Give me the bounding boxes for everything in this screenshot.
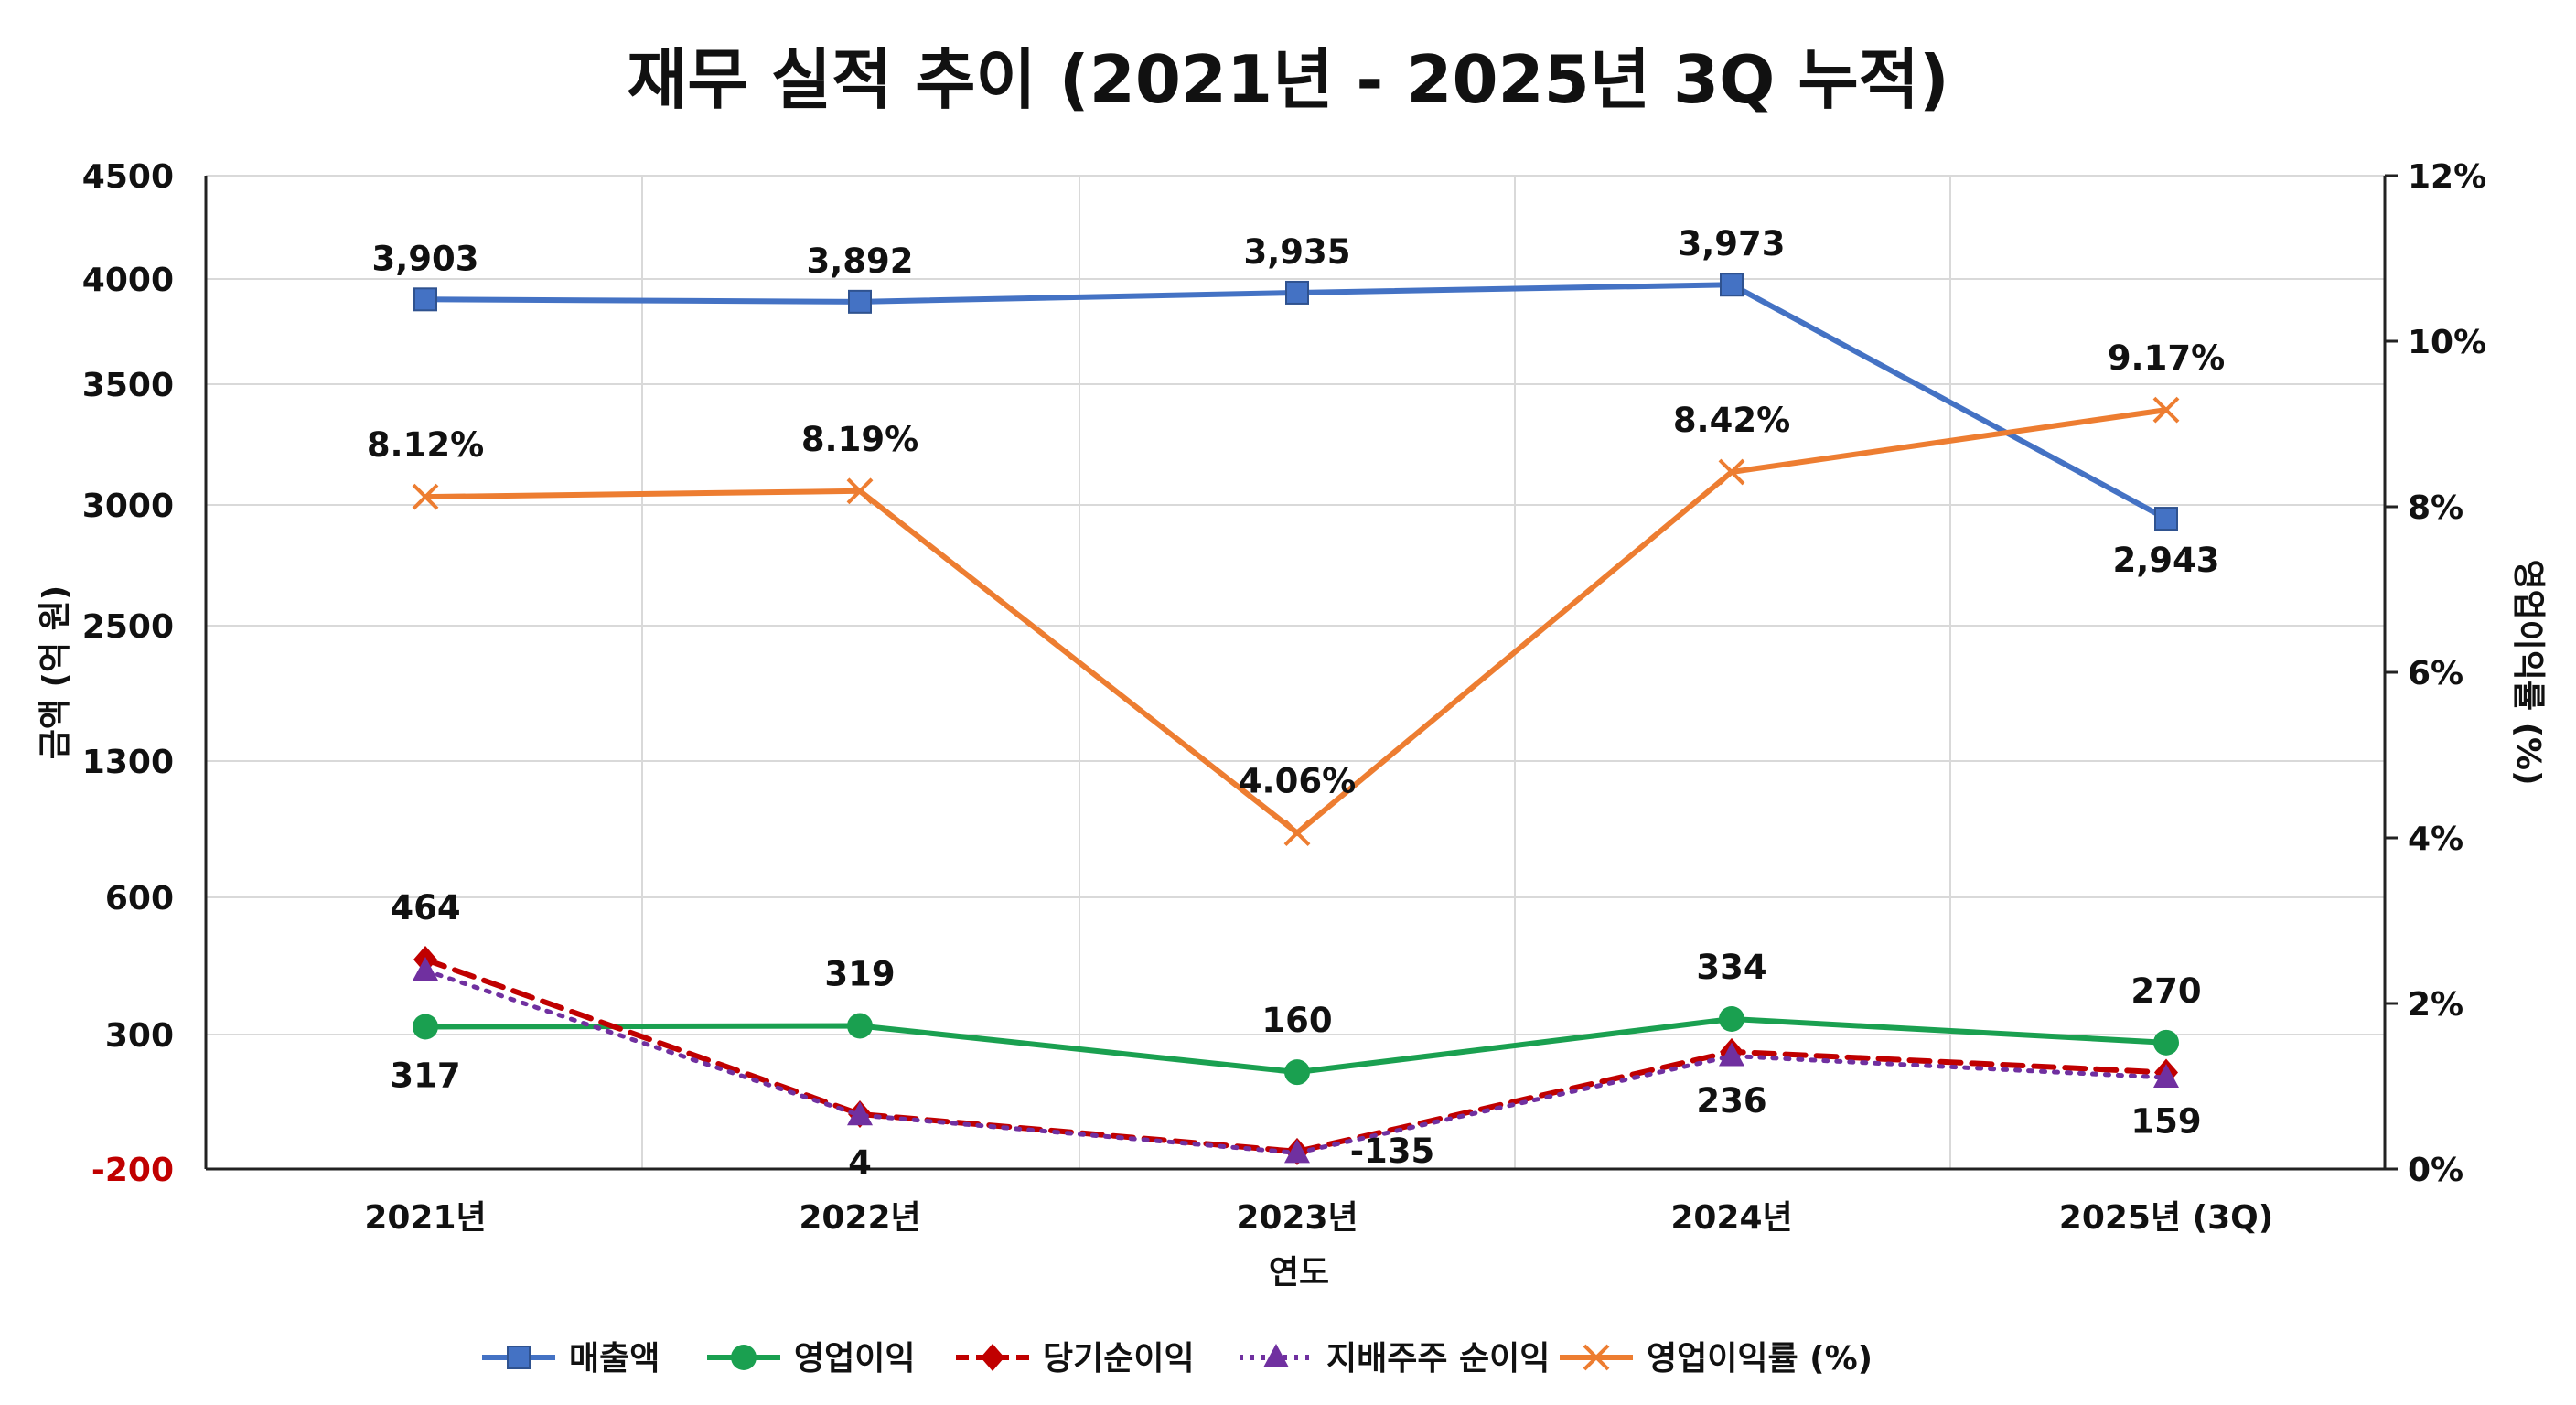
data-label: 270: [2131, 971, 2201, 1011]
data-point: [1284, 1139, 1310, 1164]
data-label: 8.12%: [367, 425, 484, 465]
y-tick-label: 3500: [82, 367, 174, 404]
x-tick-label: 2024년: [1670, 1199, 1792, 1237]
legend-marker: [1583, 1344, 1610, 1371]
x-tick-label: 2025년 (3Q): [2059, 1199, 2273, 1237]
y-tick-label: 4000: [82, 262, 174, 299]
series-0: [413, 273, 2178, 531]
data-point: [2154, 507, 2178, 531]
data-point: [848, 289, 872, 314]
legend-item: 영업이익률 (%): [1560, 1340, 1873, 1378]
data-label: 8.42%: [1673, 401, 1790, 440]
y-tick-label: 4500: [82, 158, 174, 196]
legend-label: 지배주주 순이익: [1326, 1340, 1550, 1378]
data-label: 8.19%: [801, 420, 918, 459]
y-tick-label: 300: [105, 1017, 174, 1055]
data-point: [413, 287, 437, 312]
series-line: [423, 282, 2169, 522]
y2-tick-label: 12%: [2408, 158, 2486, 196]
data-point: [1285, 280, 1309, 305]
legend-item: 영업이익: [707, 1340, 915, 1378]
data-label: 4.06%: [1239, 762, 1356, 801]
series-2: [413, 946, 2178, 1165]
legend-label: 영업이익: [794, 1340, 915, 1378]
data-label: 4: [848, 1143, 872, 1183]
legend-label: 당기순이익: [1043, 1340, 1195, 1378]
data-point: [847, 1101, 873, 1126]
series-layer: [412, 273, 2180, 1165]
y-tick-label: 1300: [82, 744, 174, 781]
data-point: [1718, 458, 1745, 486]
chart-title: 재무 실적 추이 (2021년 - 2025년 3Q 누적): [627, 41, 1949, 118]
legend-marker: [1263, 1344, 1289, 1367]
grid: [205, 175, 2386, 1170]
y-tick-label: 3000: [82, 488, 174, 525]
legend-item: 지배주주 순이익: [1240, 1340, 1550, 1378]
data-label: 3,935: [1243, 232, 1350, 272]
data-label: 319: [824, 955, 895, 994]
legend-label: 영업이익률 (%): [1647, 1340, 1873, 1378]
data-label: 3,903: [371, 239, 478, 278]
y2-tick-label: 2%: [2408, 986, 2463, 1024]
legend: 매출액 영업이익 당기순이익 지배주주 순이익 영업이익률 (%): [482, 1340, 1873, 1378]
x-axis-label: 연도: [1269, 1254, 1329, 1292]
data-point: [413, 957, 438, 981]
data-point: [847, 1013, 873, 1039]
series-3: [413, 957, 2179, 1164]
data-point: [413, 1014, 438, 1040]
legend-marker: [731, 1345, 757, 1370]
plot-frame: [204, 174, 2398, 1171]
x-axis-ticks: 2021년 2022년 2023년 2024년 2025년 (3Q): [364, 1199, 2273, 1237]
data-point: [1720, 273, 1744, 297]
y-tick-label: 2500: [82, 608, 174, 646]
y-axis-label: 금액 (억 원): [37, 585, 74, 759]
data-label: 317: [390, 1056, 460, 1096]
y2-tick-label: 0%: [2408, 1152, 2463, 1189]
data-point: [2153, 1064, 2179, 1089]
data-point: [1283, 820, 1311, 846]
data-point: [1719, 1006, 1744, 1032]
data-label: 236: [1696, 1081, 1766, 1121]
series-1: [413, 1006, 2179, 1086]
data-point: [2152, 396, 2180, 424]
y2-axis-label: 영업이익률 (%): [2509, 559, 2547, 785]
legend-item: 당기순이익: [956, 1340, 1195, 1378]
legend-item: 매출액: [482, 1340, 660, 1378]
y2-tick-label: 4%: [2408, 820, 2463, 858]
data-label: 3,973: [1678, 224, 1785, 263]
y2-tick-label: 8%: [2408, 489, 2463, 527]
y-axis-ticks: -200 300 600 1300 2500 3000 3500 4000 4500: [82, 158, 174, 1189]
y-tick-label: 600: [105, 880, 174, 917]
data-point: [846, 477, 874, 505]
legend-marker: [507, 1346, 531, 1369]
data-label: 9.17%: [2108, 338, 2225, 378]
data-label: 159: [2131, 1101, 2201, 1141]
data-point: [1284, 1059, 1310, 1086]
data-label: 334: [1696, 948, 1766, 987]
x-tick-label: 2021년: [364, 1199, 486, 1237]
data-point: [412, 483, 439, 510]
data-label: 464: [390, 888, 460, 928]
legend-label: 매출액: [569, 1340, 660, 1378]
legend-marker: [981, 1344, 1004, 1371]
x-tick-label: 2022년: [799, 1199, 920, 1237]
data-point: [2153, 1029, 2179, 1056]
series-4: [412, 396, 2180, 846]
data-labels: 3,903 3,892 3,935 3,973 2,943 317 319 160 334 270…: [367, 224, 2225, 1183]
y2-tick-label: 6%: [2408, 655, 2463, 692]
data-label: 3,892: [806, 241, 913, 281]
data-label: 160: [1261, 1001, 1332, 1040]
data-point: [1719, 1042, 1744, 1067]
series-line: [423, 957, 2169, 1154]
y2-tick-label: 10%: [2408, 324, 2486, 361]
data-label: 2,943: [2112, 541, 2219, 580]
y-tick-label: -200: [91, 1152, 174, 1189]
data-label: -135: [1350, 1132, 1435, 1171]
y2-axis-ticks: 0% 2% 4% 6% 8% 10% 12%: [2408, 158, 2486, 1189]
x-tick-label: 2023년: [1236, 1199, 1358, 1237]
